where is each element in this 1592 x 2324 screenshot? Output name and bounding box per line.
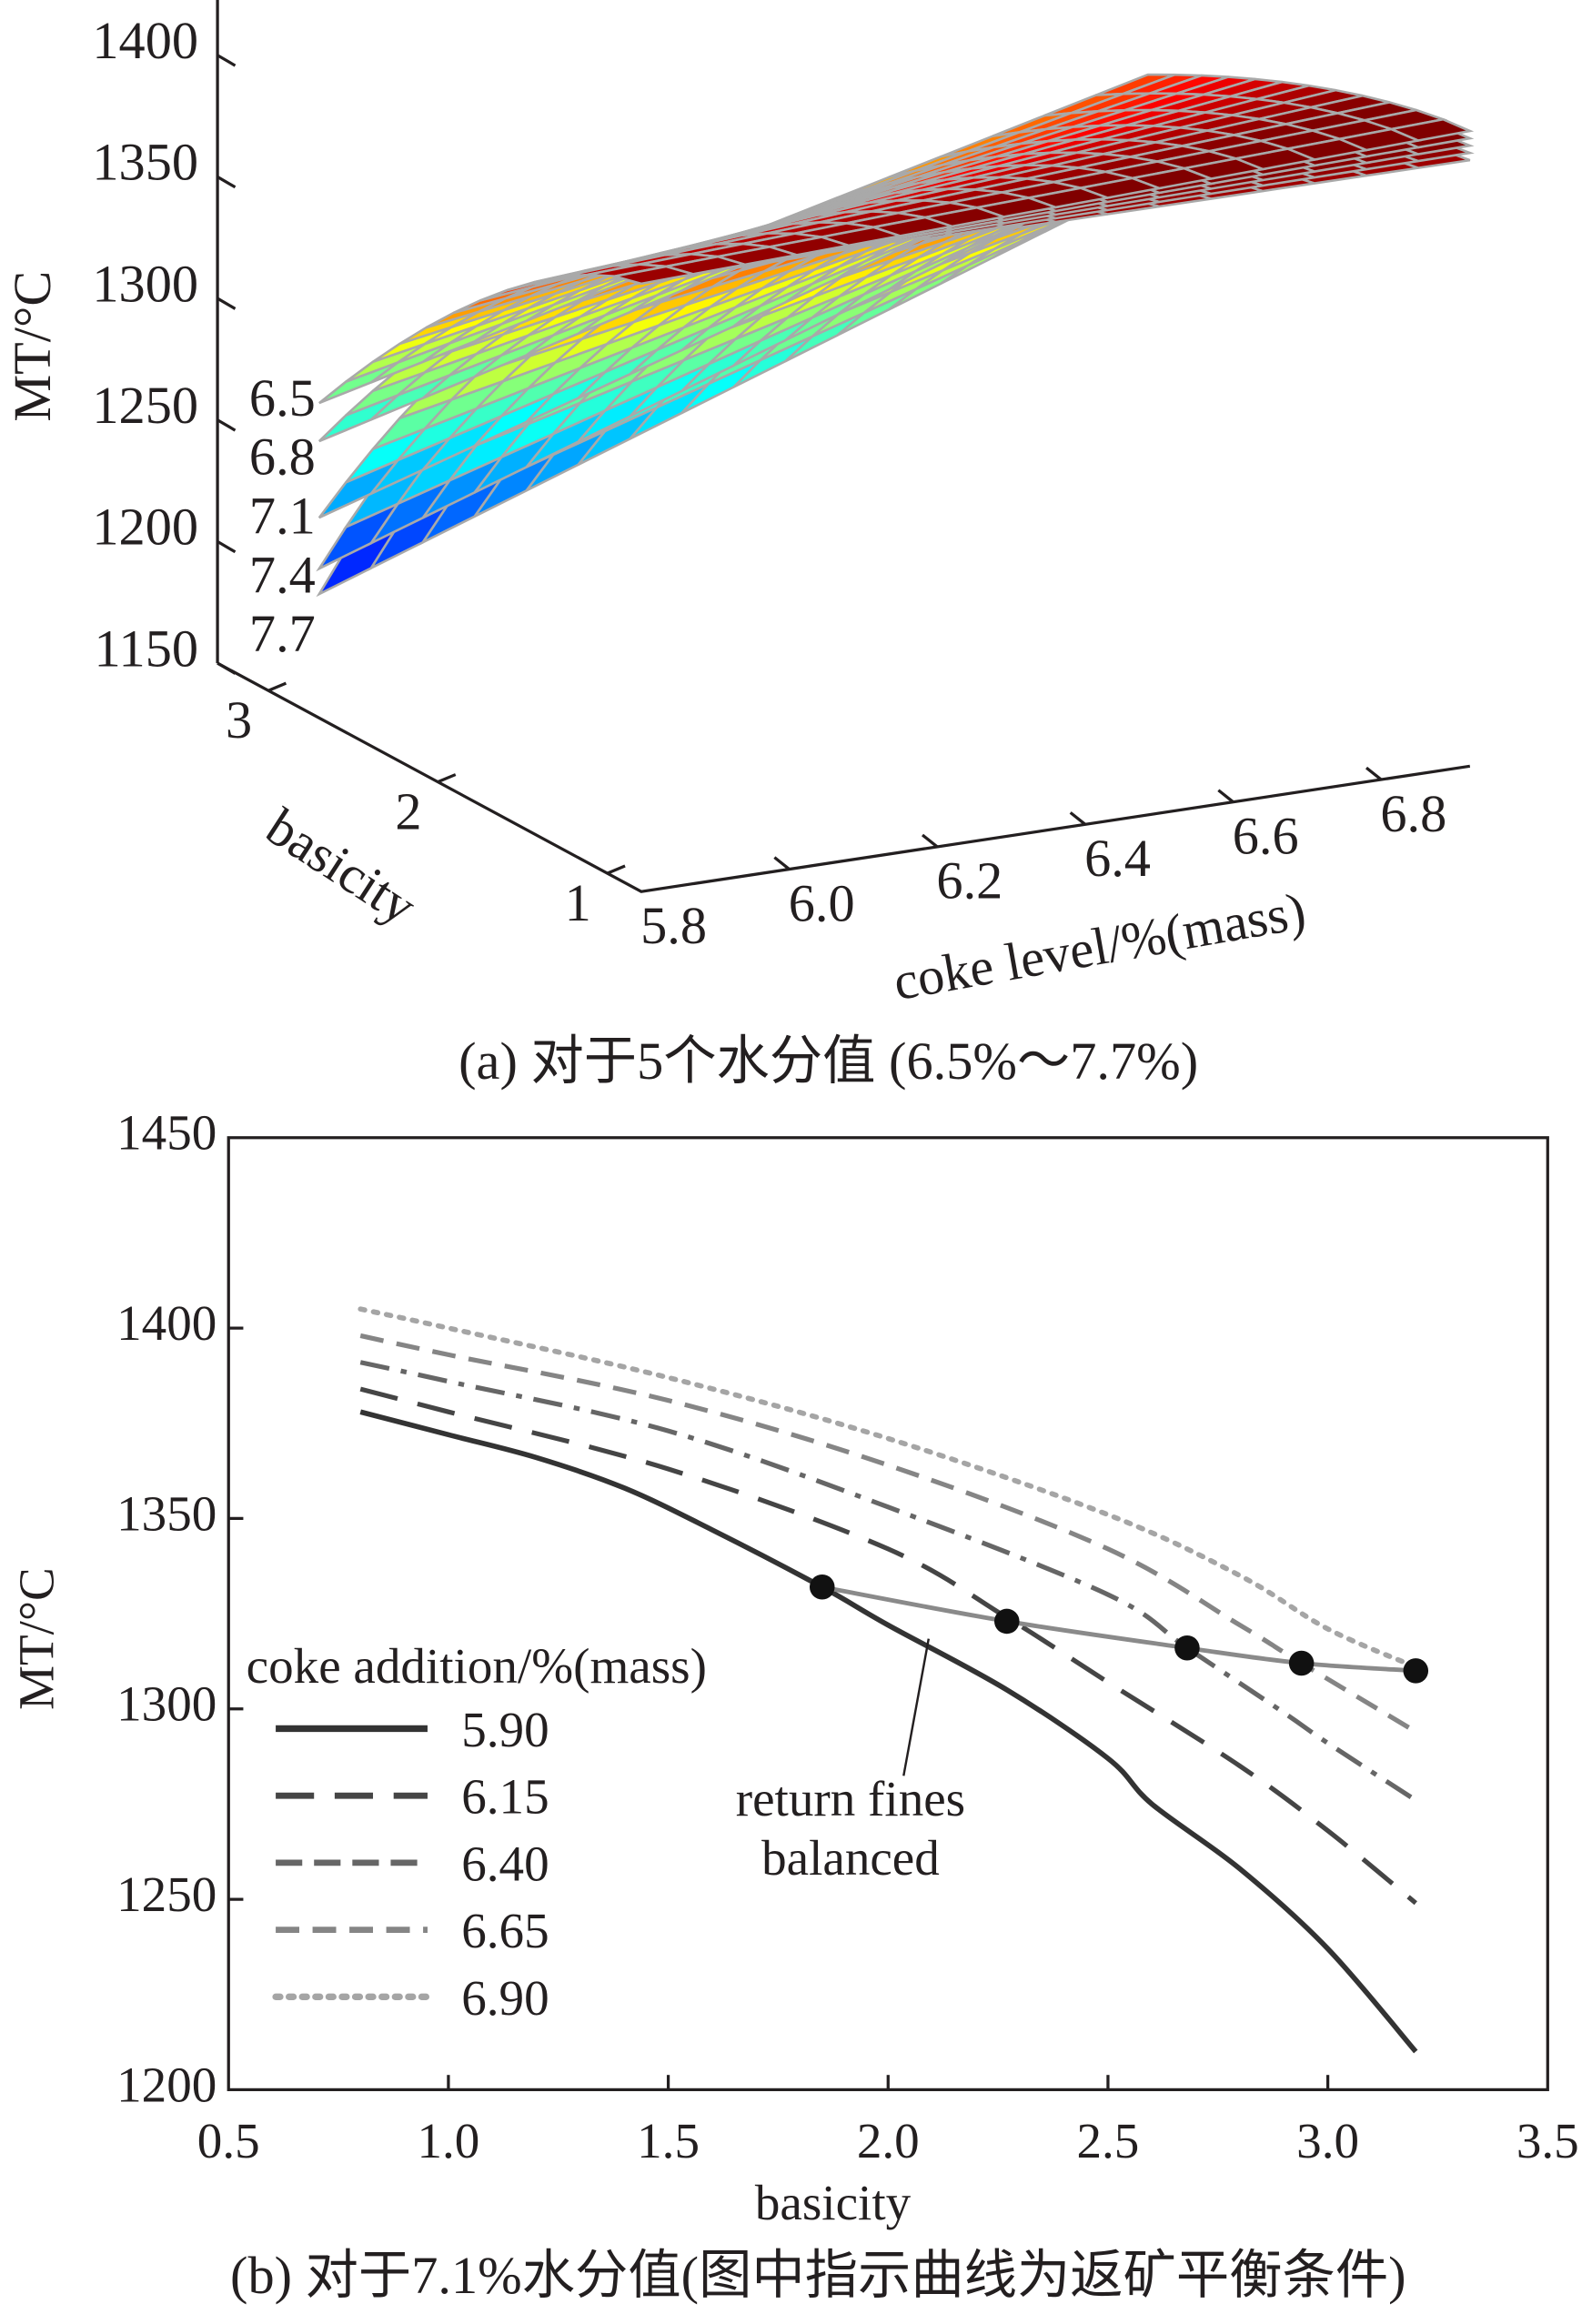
floor-axis-lines [217, 661, 1471, 893]
series-line-6.40 [359, 1360, 1417, 1803]
balance-line [821, 1585, 1416, 1674]
balance-point [1288, 1650, 1315, 1676]
annotation-line2: balanced [761, 1830, 940, 1886]
legend-label: 6.40 [461, 1836, 549, 1891]
caption-b: (b) 对于7.1%水分值(图中指示曲线为返矿平衡条件) [230, 2246, 1406, 2305]
z-axis-label: MT/°C [3, 271, 62, 422]
surface-axes [216, 0, 1471, 893]
legend-label: 6.15 [461, 1769, 549, 1825]
moisture-labels: 6.56.87.17.47.7 [249, 368, 316, 663]
legend-label: 6.90 [461, 1970, 549, 2026]
surface-chart: 1150 1200 1250 1300 1350 1400 1 2 3 5.8 6.0 6.2 6.4 6… [3, 0, 1475, 1091]
coke-tick-label: 6.2 [936, 851, 1003, 910]
y-tick-label: 1250 [116, 1866, 217, 1922]
moisture-label: 7.4 [249, 545, 316, 604]
y-tick-label: 1300 [116, 1676, 217, 1732]
series-line-6.15 [359, 1386, 1417, 1906]
y-tick-label: 1350 [116, 1485, 217, 1541]
z-tick [217, 54, 237, 67]
surface-layer-6.5 [318, 73, 1475, 405]
coke-tick-label: 6.0 [789, 873, 855, 932]
moisture-label: 7.1 [249, 486, 316, 545]
annotation-leader [902, 1638, 931, 1776]
basicity-tick [606, 864, 626, 875]
coke-tick [1217, 789, 1234, 803]
balance-curve [809, 1574, 1429, 1684]
coke-tick [773, 856, 791, 870]
z-tick [217, 661, 237, 675]
basicity-tick-label: 3 [226, 690, 252, 750]
y-tick-label: 1400 [116, 1295, 217, 1351]
z-tick-label: 1400 [92, 11, 198, 70]
y-tick-label: 1200 [116, 2057, 217, 2112]
series-line-5.90 [359, 1409, 1418, 2054]
z-tick-label: 1250 [92, 376, 198, 435]
coke-tick [1365, 766, 1383, 781]
coke-tick-label: 6.8 [1380, 784, 1446, 843]
legend-label: 5.90 [461, 1702, 549, 1757]
x-tick-label: 1.5 [637, 2113, 700, 2168]
surface-tick-labels: 1150 1200 1250 1300 1350 1400 1 2 3 5.8 6.0 6.2 6.4 6… [92, 11, 1446, 955]
x-tick-label: 1.0 [417, 2113, 479, 2168]
y-tick-label: 1450 [116, 1105, 217, 1161]
basicity-tick-label: 2 [395, 782, 421, 841]
z-tick [217, 176, 237, 189]
plot-frame [227, 1136, 1549, 2092]
x-tick-label: 3.5 [1516, 2113, 1579, 2168]
z-tick-label: 1150 [95, 619, 198, 678]
legend: coke addition/%(mass) 5.90 6.15 6.40 6.65 6.… [247, 1638, 707, 2026]
series-line-6.65 [359, 1333, 1417, 1735]
balance-point [993, 1608, 1020, 1635]
z-tick-label: 1350 [92, 133, 198, 192]
basicity-tick [267, 681, 287, 692]
surface-patch [614, 265, 694, 286]
coke-tick [1069, 811, 1086, 826]
series-line-6.90 [358, 1306, 1419, 1670]
z-tick [217, 297, 237, 310]
coke-tick [921, 833, 939, 849]
x-axis-label: basicity [755, 2175, 912, 2230]
z-tick [217, 540, 237, 554]
line-chart-ticks: 0.5 1.0 1.5 2.0 2.5 3.0 3.5 1200 1250 1300 1350 140… [116, 1105, 1579, 2168]
moisture-label: 6.8 [249, 428, 316, 487]
balance-point [1403, 1658, 1429, 1684]
annotation-line1: return fines [736, 1771, 965, 1826]
coke-tick-label: 6.6 [1233, 806, 1299, 865]
basicity-tick [437, 773, 457, 784]
moisture-label: 7.7 [249, 604, 316, 663]
balance-point [809, 1574, 835, 1600]
caption-a: (a) 对于5个水分值 (6.5%～7.7%) [458, 1031, 1198, 1091]
x-tick-label: 2.0 [857, 2113, 920, 2168]
z-tick-label: 1300 [92, 254, 198, 313]
x-tick-label: 2.5 [1077, 2113, 1140, 2168]
x-tick-label: 3.0 [1296, 2113, 1359, 2168]
basicity-tick-label: 1 [565, 873, 591, 932]
surface-layers [316, 73, 1475, 598]
legend-label: 6.65 [461, 1903, 549, 1958]
moisture-label: 6.5 [249, 368, 316, 428]
x-tick-label: 0.5 [197, 2113, 260, 2168]
z-tick-label: 1200 [92, 498, 198, 557]
y-axis-label: MT/°C [8, 1567, 64, 1710]
z-tick [217, 418, 237, 432]
legend-title: coke addition/%(mass) [247, 1638, 707, 1694]
balance-point [1174, 1635, 1200, 1661]
coke-tick-label: 5.8 [640, 896, 707, 955]
line-series [358, 1306, 1419, 2054]
coke-tick-label: 6.4 [1084, 829, 1151, 888]
line-chart: 0.5 1.0 1.5 2.0 2.5 3.0 3.5 1200 1250 1300 1350 140… [8, 1105, 1578, 2305]
